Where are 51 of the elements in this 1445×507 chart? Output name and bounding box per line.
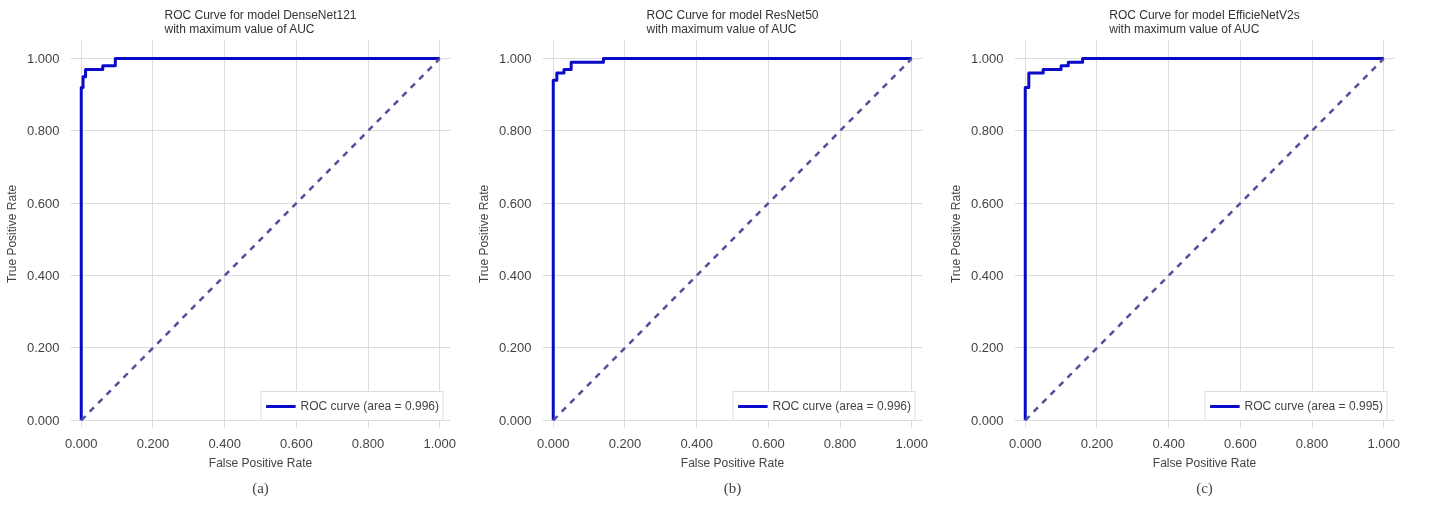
y-tick-label: 0.600 xyxy=(970,195,1004,211)
legend-label: ROC curve (area = 0.996) xyxy=(300,399,439,413)
y-tick-label: 0.800 xyxy=(26,123,60,139)
x-tick-label: 0.200 xyxy=(608,435,642,451)
x-axis-title: False Positive Rate xyxy=(208,455,313,470)
y-tick-label: 0.400 xyxy=(26,268,60,284)
x-tick-label: 0.600 xyxy=(752,435,785,451)
x-tick-label: 1.000 xyxy=(423,435,457,451)
y-tick-label: 0.200 xyxy=(498,340,532,356)
x-tick-label: 0.600 xyxy=(280,435,313,451)
y-tick-label: 0.200 xyxy=(970,340,1004,356)
x-tick-label: 0.000 xyxy=(64,435,98,451)
text: (c) xyxy=(1196,479,1213,497)
y-tick-label: 1.000 xyxy=(970,51,1004,67)
x-tick-label: 0.400 xyxy=(680,435,713,451)
legend-label: ROC curve (area = 0.996) xyxy=(772,399,911,413)
y-tick-label: 0.600 xyxy=(26,195,60,211)
x-tick-label: 0.200 xyxy=(1080,435,1114,451)
y-tick-label: 0.000 xyxy=(26,412,60,428)
y-tick-label: 1.000 xyxy=(26,51,60,67)
x-tick-label: 0.200 xyxy=(136,435,170,451)
chart-title: ROC Curve for model DenseNet121 with maximum value of AUC xyxy=(163,7,357,36)
y-tick-label: 0.800 xyxy=(970,123,1004,139)
y-axis-title: True Positive Rate xyxy=(4,184,19,284)
x-tick-label: 0.400 xyxy=(1152,435,1185,451)
x-axis-title: False Positive Rate xyxy=(680,455,785,470)
y-axis-title: True Positive Rate xyxy=(476,184,491,284)
chart-title: ROC Curve for model EfficieNetV2s with maximum value of AUC xyxy=(1108,7,1300,36)
x-tick-label: 0.000 xyxy=(1008,435,1042,451)
x-tick-label: 1.000 xyxy=(895,435,929,451)
text: (b) xyxy=(723,479,742,497)
x-tick-label: 0.600 xyxy=(1224,435,1257,451)
y-tick-label: 0.800 xyxy=(498,123,532,139)
y-tick-label: 0.400 xyxy=(498,268,532,284)
y-tick-label: 0.200 xyxy=(26,340,60,356)
y-tick-label: 0.400 xyxy=(970,268,1004,284)
y-axis-title: True Positive Rate xyxy=(948,184,963,284)
x-axis-title: False Positive Rate xyxy=(1152,455,1257,470)
x-tick-label: 0.800 xyxy=(1295,435,1329,451)
y-tick-label: 0.000 xyxy=(970,412,1004,428)
y-tick-label: 1.000 xyxy=(498,51,532,67)
y-tick-label: 0.000 xyxy=(498,412,532,428)
x-tick-label: 0.800 xyxy=(351,435,385,451)
chart-title: ROC Curve for model ResNet50 with maximum value of AUC xyxy=(645,7,819,36)
x-tick-label: 0.800 xyxy=(823,435,857,451)
x-tick-label: 0.000 xyxy=(536,435,570,451)
text: (a) xyxy=(252,479,269,497)
legend-label: ROC curve (area = 0.995) xyxy=(1244,399,1383,413)
x-tick-label: 1.000 xyxy=(1367,435,1401,451)
y-tick-label: 0.600 xyxy=(498,195,532,211)
x-tick-label: 0.400 xyxy=(208,435,241,451)
